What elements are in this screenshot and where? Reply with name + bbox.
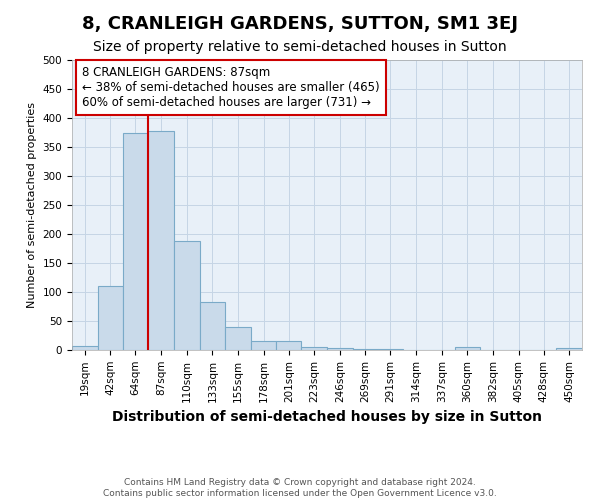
Bar	[327, 348, 353, 350]
Bar	[225, 327, 251, 350]
Bar	[122, 132, 148, 350]
Text: Size of property relative to semi-detached houses in Sutton: Size of property relative to semi-detach…	[93, 40, 507, 54]
X-axis label: Distribution of semi-detached houses by size in Sutton: Distribution of semi-detached houses by …	[112, 410, 542, 424]
Bar	[301, 346, 327, 350]
Text: 8, CRANLEIGH GARDENS, SUTTON, SM1 3EJ: 8, CRANLEIGH GARDENS, SUTTON, SM1 3EJ	[82, 15, 518, 33]
Bar	[556, 348, 582, 350]
Bar	[72, 346, 98, 350]
Bar	[251, 342, 277, 350]
Bar	[148, 131, 174, 350]
Bar	[174, 241, 200, 350]
Bar	[277, 340, 301, 350]
Text: 8 CRANLEIGH GARDENS: 87sqm
← 38% of semi-detached houses are smaller (465)
60% o: 8 CRANLEIGH GARDENS: 87sqm ← 38% of semi…	[82, 66, 380, 109]
Text: Contains HM Land Registry data © Crown copyright and database right 2024.
Contai: Contains HM Land Registry data © Crown c…	[103, 478, 497, 498]
Bar	[455, 347, 480, 350]
Bar	[98, 286, 122, 350]
Y-axis label: Number of semi-detached properties: Number of semi-detached properties	[27, 102, 37, 308]
Bar	[200, 302, 225, 350]
Bar	[377, 349, 403, 350]
Bar	[353, 349, 377, 350]
